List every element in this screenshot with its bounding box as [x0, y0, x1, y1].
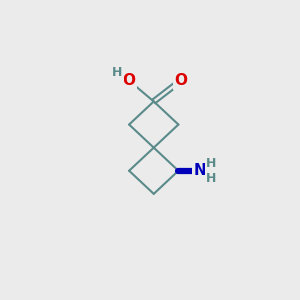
Text: H: H [112, 67, 123, 80]
Text: H: H [206, 157, 217, 169]
Text: O: O [174, 73, 187, 88]
Text: O: O [123, 73, 136, 88]
Text: H: H [206, 172, 217, 185]
Text: N: N [194, 163, 206, 178]
